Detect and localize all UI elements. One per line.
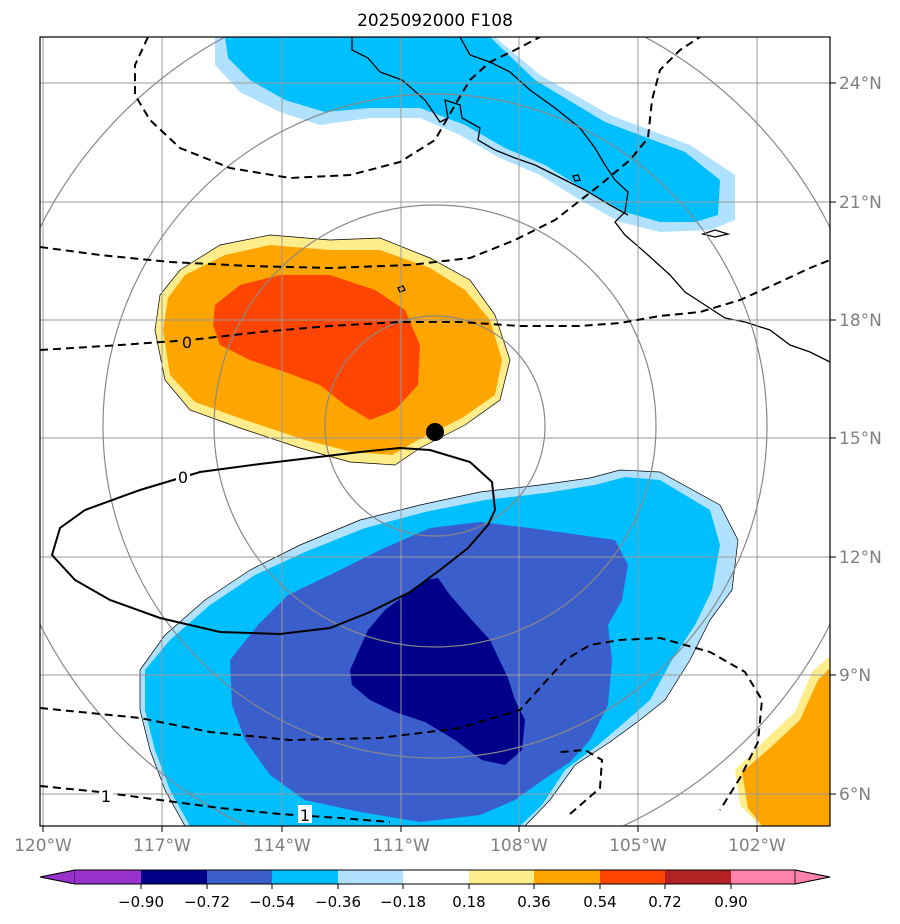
y-tick-label: 24°N — [839, 74, 882, 94]
x-tick-label: 108°W — [490, 836, 548, 856]
x-tick-label: 102°W — [728, 836, 786, 856]
colorbar-tick-label: 0.54 — [583, 893, 616, 911]
x-tick-label: 111°W — [372, 836, 430, 856]
y-tick-label: 6°N — [839, 785, 871, 805]
contour-solid-zero — [50, 446, 497, 636]
colorbar-tick-label: 0.36 — [517, 893, 550, 911]
shade-pos-se — [742, 668, 830, 826]
contour-dashed-bottom — [40, 785, 391, 823]
y-axis: 24°N 21°N 18°N 15°N 12°N 9°N 6°N — [830, 74, 882, 805]
colorbar-swatch — [534, 870, 600, 884]
colorbar-swatch — [272, 870, 338, 884]
map-area: 0 0 1 1 — [40, 37, 830, 826]
contour-label: 0 — [182, 333, 192, 352]
colorbar-tick-label: 0.90 — [714, 893, 747, 911]
colorbar-swatch — [338, 870, 403, 884]
colorbar-extend-high — [794, 869, 831, 885]
plot-frame — [39, 36, 831, 827]
colorbar-extend-low — [39, 869, 76, 885]
colorbar-swatch — [403, 870, 469, 884]
contour-dashed-north — [134, 37, 541, 180]
y-tick-label: 18°N — [839, 311, 882, 331]
colorbar-swatch — [207, 870, 272, 884]
contour-label: 1 — [101, 787, 111, 806]
x-tick-label: 120°W — [14, 836, 72, 856]
colorbar: −0.90 −0.72 −0.54 −0.36 −0.18 0.18 0.36 … — [39, 869, 831, 911]
colorbar-tick-label: −0.90 — [118, 893, 164, 911]
colorbar-outline — [39, 869, 831, 885]
colorbar-swatch — [665, 870, 731, 884]
colorbar-tick-label: 0.72 — [648, 893, 681, 911]
colorbar-tick-label: −0.54 — [249, 893, 295, 911]
colorbar-tick-label: 0.18 — [452, 893, 485, 911]
contours — [40, 37, 830, 823]
contour-dashed-zero — [40, 259, 830, 351]
x-tick-label: 117°W — [133, 836, 191, 856]
chart-title: 2025092000 F108 — [357, 11, 513, 31]
colorbar-swatch — [141, 870, 207, 884]
colorbar-swatch — [600, 870, 665, 884]
colorbar-tick-label: −0.18 — [380, 893, 426, 911]
colorbar-swatch — [75, 870, 141, 884]
shade-neg-south-max — [350, 578, 525, 765]
contour-label-bg-white — [99, 467, 312, 823]
range-rings — [40, 37, 830, 826]
contour-label: 1 — [300, 806, 310, 825]
y-tick-label: 21°N — [839, 193, 882, 213]
contour-dashed-south — [40, 636, 764, 811]
colorbar-swatch — [469, 870, 534, 884]
colorbar-tick-label: −0.72 — [184, 893, 230, 911]
contour-label: 0 — [178, 468, 188, 487]
shade-pos-strong — [213, 275, 420, 420]
contour-dashed-se — [559, 748, 604, 815]
storm-center-marker — [426, 423, 444, 441]
y-tick-label: 9°N — [839, 666, 871, 686]
y-tick-label: 12°N — [839, 548, 882, 568]
colorbar-tick-label: −0.36 — [315, 893, 361, 911]
contour-labels: 0 0 1 1 — [101, 333, 310, 825]
colorbar-swatch — [731, 870, 795, 884]
x-axis: 120°W 117°W 114°W 111°W 108°W 105°W 102°… — [14, 826, 786, 856]
contour-dashed-upper — [40, 37, 701, 270]
x-tick-label: 105°W — [609, 836, 667, 856]
x-tick-label: 114°W — [253, 836, 311, 856]
contour-label-bg — [180, 332, 194, 350]
coastline — [351, 37, 830, 363]
y-tick-label: 15°N — [839, 429, 882, 449]
